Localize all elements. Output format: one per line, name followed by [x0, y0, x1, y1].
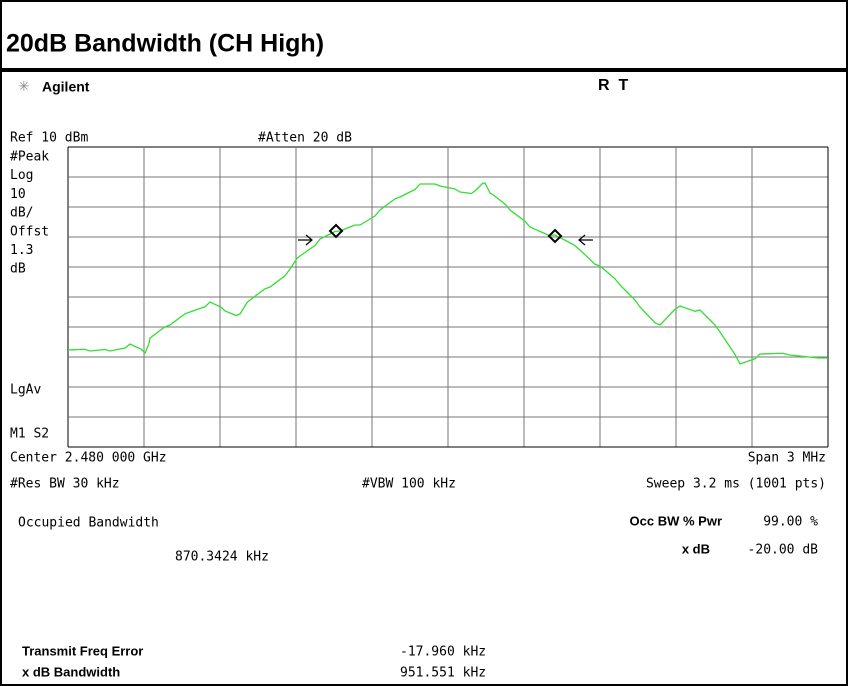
markers [298, 223, 593, 246]
mode-label: LgAv [10, 383, 41, 398]
obw-value: 870.3424 kHz [175, 550, 269, 565]
span: Span 3 MHz [748, 451, 826, 466]
atten: #Atten 20 dB [258, 131, 352, 146]
occ-value: 99.00 % [763, 515, 818, 530]
xdb-label: x dB [682, 541, 710, 556]
scale-label: #Peak [10, 150, 49, 165]
scale-label: Offst [10, 224, 49, 239]
logo: ✳ [18, 80, 30, 95]
tfe-label: Transmit Freq Error [22, 643, 143, 658]
obw-heading: Occupied Bandwidth [18, 516, 159, 531]
status: R T [598, 77, 628, 94]
marker [547, 228, 563, 244]
xbw-value: 951.551 kHz [400, 666, 486, 681]
vbw: #VBW 100 kHz [362, 477, 456, 492]
xbw-label: x dB Bandwidth [22, 664, 120, 679]
title: 20dB Bandwidth (CH High) [6, 30, 324, 58]
center: Center 2.480 000 GHz [10, 451, 167, 466]
tfe-value: -17.960 kHz [400, 645, 486, 660]
scale-label: dB/ [10, 206, 33, 221]
mode-label: M1 S2 [10, 427, 49, 442]
arrow [578, 234, 593, 246]
title-rule [0, 68, 848, 72]
rbw: #Res BW 30 kHz [10, 477, 120, 492]
xdb-value: -20.00 dB [748, 543, 819, 558]
marker [328, 223, 344, 239]
scale-label: Log [10, 168, 33, 183]
ref: Ref 10 dBm [10, 131, 88, 146]
scale-label: 10 [10, 187, 26, 202]
arrow [298, 234, 313, 246]
brand: Agilent [42, 79, 90, 95]
scale-label: dB [10, 262, 26, 277]
sweep: Sweep 3.2 ms (1001 pts) [646, 477, 826, 492]
graticule [67, 146, 829, 448]
trace [67, 182, 828, 365]
occ-label: Occ BW % Pwr [630, 513, 722, 528]
scale-label: 1.3 [10, 243, 33, 258]
